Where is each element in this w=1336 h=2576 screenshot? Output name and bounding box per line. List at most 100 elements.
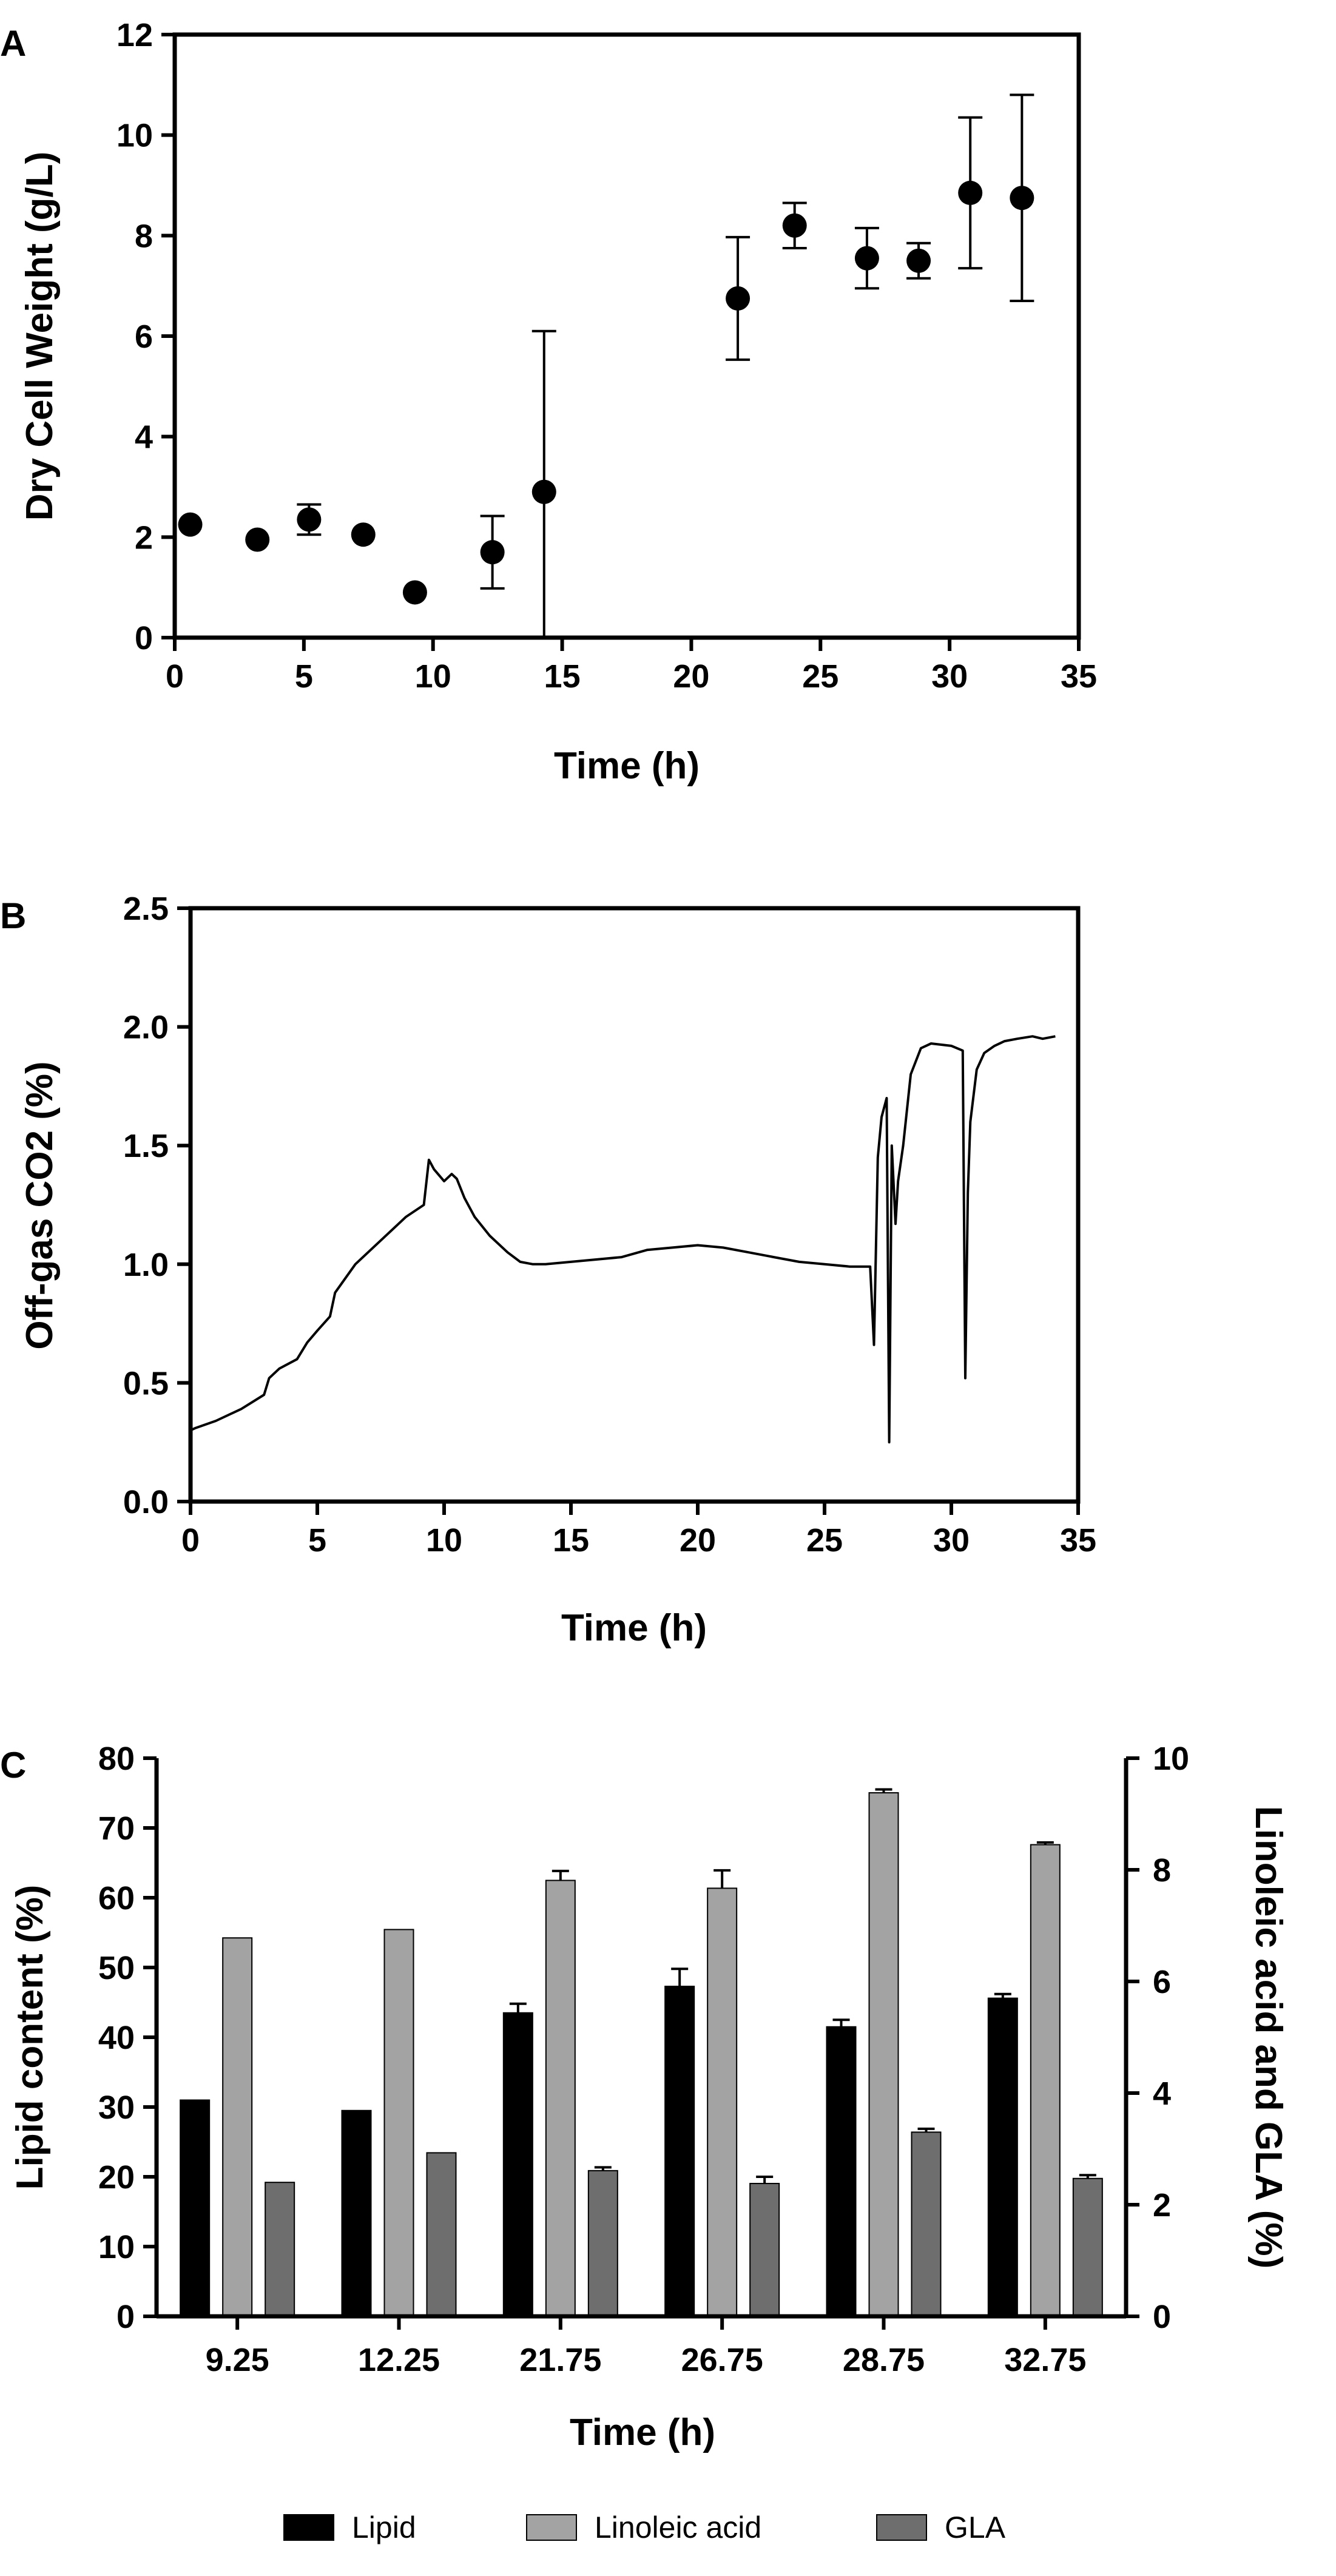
- bar-gla: [587, 2170, 618, 2317]
- y-tick-label-c: 60: [98, 1880, 135, 1917]
- bar-lipid: [180, 2099, 211, 2317]
- panel-c: 0 10 20 30 40 50 60 70 80 0 2 4 6 8 10 9.25 12.25 21.75 26…: [9, 1741, 1289, 2544]
- y-tick-label-a: 12: [116, 17, 153, 53]
- y-tick-label-b: 0.0: [123, 1484, 169, 1520]
- axis-ticks-c: 0 10 20 30 40 50 60 70 80 0 2 4 6 8 10 9.25 12.25 21.75 26…: [98, 1741, 1189, 2378]
- axis-ticks-b: 0 5 10 15 20 25 30 35 0.0 0.5 1.0 1.5 2.0 2.5: [123, 891, 1096, 1559]
- data-point-a: [726, 286, 751, 311]
- plot-frame-b: [188, 906, 1081, 1504]
- y2-tick-label-c: 4: [1153, 2075, 1171, 2112]
- y-tick-label-b: 1.0: [123, 1247, 169, 1283]
- error-bars-a: [297, 93, 1034, 638]
- x-tick-label-c: 12.25: [358, 2342, 440, 2378]
- panel-label-c: C: [0, 1745, 26, 1785]
- data-points-a: [178, 180, 1034, 605]
- bar-gla: [749, 2183, 780, 2318]
- bar-linoleic-acid: [1030, 1844, 1061, 2318]
- x-tick-label-a: 0: [166, 658, 184, 695]
- legend-swatch-lipid: [283, 2514, 334, 2541]
- data-point-a: [531, 479, 556, 504]
- bar-gla: [265, 2182, 295, 2317]
- y-tick-label-a: 2: [135, 519, 153, 556]
- bar-lipid: [987, 1997, 1018, 2318]
- data-point-a: [402, 580, 427, 605]
- y2-tick-label-c: 0: [1153, 2299, 1171, 2335]
- legend-label: GLA: [945, 2510, 1006, 2544]
- y-tick-label-b: 2.0: [123, 1010, 169, 1046]
- x-tick-label-c: 21.75: [519, 2342, 601, 2378]
- y2-tick-label-c: 6: [1153, 1964, 1171, 2000]
- legend-label: Linoleic acid: [595, 2510, 761, 2544]
- bars-c: [180, 1792, 1103, 2318]
- y-tick-label-b: 0.5: [123, 1365, 169, 1401]
- data-point-a: [782, 213, 807, 238]
- y2-tick-label-c: 8: [1153, 1852, 1171, 1889]
- y-tick-label-c: 20: [98, 2159, 135, 2196]
- y-tick-label-c: 70: [98, 1810, 135, 1847]
- x-tick-label-c: 9.25: [206, 2342, 269, 2378]
- bar-gla: [1072, 2177, 1103, 2318]
- x-tick-label-a: 15: [544, 658, 581, 695]
- bar-lipid: [502, 2012, 533, 2317]
- y2-tick-label-c: 10: [1153, 1741, 1189, 1777]
- panel-label-a: A: [0, 23, 26, 64]
- x-tick-label-a: 35: [1061, 658, 1097, 695]
- data-point-a: [906, 248, 931, 273]
- bar-lipid: [664, 1986, 695, 2318]
- data-point-a: [351, 522, 376, 547]
- x-tick-label-a: 5: [295, 658, 313, 695]
- y-tick-label-c: 0: [116, 2299, 135, 2335]
- x-tick-label-b: 5: [308, 1522, 326, 1559]
- co2-trace-line: [190, 1035, 1056, 1444]
- bar-linoleic-acid: [868, 1792, 899, 2318]
- x-tick-label-c: 32.75: [1004, 2342, 1086, 2378]
- panel-a: 0 5 10 15 20 25 30 35 0 2 4 6 8 10 12 Time (h) Dry Cel…: [19, 17, 1097, 787]
- bar-gla: [426, 2152, 457, 2317]
- y-axis-label-c: Lipid content (%): [9, 1885, 51, 2190]
- y-axis-label-b: Off-gas CO2 (%): [19, 1061, 61, 1349]
- x-tick-label-b: 0: [181, 1522, 200, 1559]
- x-tick-label-b: 35: [1060, 1522, 1096, 1559]
- x-axis-label-c: Time (h): [570, 2412, 715, 2453]
- data-point-a: [854, 246, 879, 271]
- x-tick-label-a: 10: [415, 658, 451, 695]
- x-axis-label-b: Time (h): [561, 1607, 707, 1649]
- y-tick-label-a: 0: [135, 620, 153, 656]
- bar-lipid: [826, 2026, 857, 2317]
- x-tick-label-c: 28.75: [843, 2342, 925, 2378]
- x-tick-label-a: 30: [931, 658, 968, 695]
- data-point-a: [480, 540, 505, 565]
- bar-lipid: [341, 2109, 372, 2317]
- y-tick-label-a: 8: [135, 218, 153, 254]
- x-tick-label-b: 30: [933, 1522, 970, 1559]
- x-tick-label-b: 25: [806, 1522, 843, 1559]
- data-point-a: [958, 180, 983, 205]
- x-tick-label-c: 26.75: [681, 2342, 763, 2378]
- axis-ticks-a: 0 5 10 15 20 25 30 35 0 2 4 6 8 10 12: [116, 17, 1097, 695]
- x-tick-label-a: 20: [673, 658, 709, 695]
- bar-gla: [911, 2131, 942, 2317]
- x-axis-label-a: Time (h): [554, 745, 700, 787]
- legend-c: Lipid Linoleic acid GLA: [283, 2510, 1006, 2544]
- data-point-a: [297, 507, 322, 532]
- panel-b: 0 5 10 15 20 25 30 35 0.0 0.5 1.0 1.5 2.0 2.5 Time (h…: [19, 891, 1096, 1649]
- y-tick-label-c: 80: [98, 1741, 135, 1777]
- y-tick-label-c: 40: [98, 2020, 135, 2056]
- x-tick-label-b: 10: [426, 1522, 462, 1559]
- y-tick-label-b: 2.5: [123, 891, 169, 927]
- legend-swatch-gla: [876, 2514, 927, 2541]
- y-tick-label-a: 6: [135, 319, 153, 355]
- y2-axis-label-c: Linoleic acid and GLA (%): [1247, 1806, 1289, 2268]
- bar-linoleic-acid: [222, 1937, 253, 2317]
- bar-linoleic-acid: [707, 1887, 738, 2318]
- y-axis-label-a: Dry Cell Weight (g/L): [19, 152, 61, 521]
- legend-label: Lipid: [352, 2510, 416, 2544]
- y-tick-label-a: 10: [116, 118, 153, 154]
- y-tick-label-c: 50: [98, 1950, 135, 1986]
- error-bars-c: [509, 1788, 1096, 2184]
- panel-label-b: B: [0, 895, 26, 936]
- y-tick-label-b: 1.5: [123, 1128, 169, 1164]
- y-tick-label-c: 30: [98, 2089, 135, 2126]
- data-point-a: [1010, 186, 1034, 211]
